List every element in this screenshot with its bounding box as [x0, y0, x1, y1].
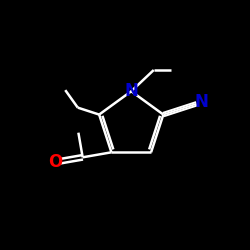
Text: O: O [48, 152, 62, 170]
Text: N: N [195, 93, 209, 111]
Text: N: N [124, 82, 138, 100]
